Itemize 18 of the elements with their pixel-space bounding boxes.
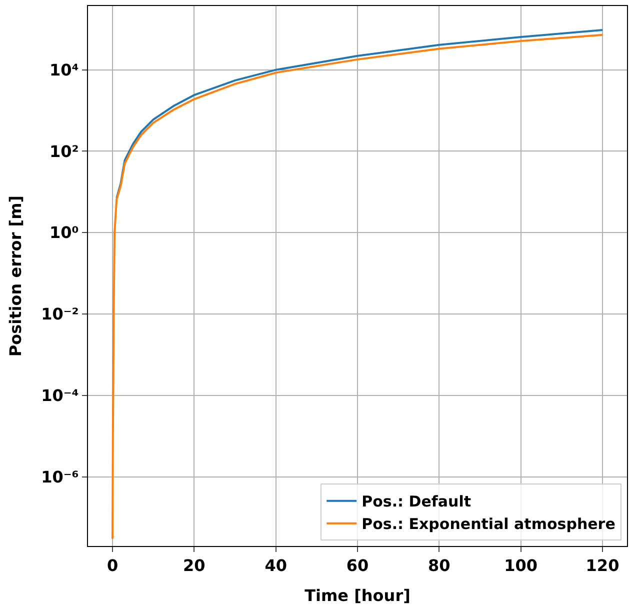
x-tick-label: 60 bbox=[346, 556, 369, 576]
y-tick-label: 10² bbox=[50, 142, 79, 161]
x-tick-label: 40 bbox=[264, 556, 287, 576]
x-tick-label: 20 bbox=[183, 556, 206, 576]
y-tick-label: 10⁻⁶ bbox=[41, 467, 79, 486]
y-tick-label: 10⁻² bbox=[41, 304, 79, 324]
x-tick-label: 120 bbox=[586, 556, 620, 576]
y-tick-label: 10⁻⁴ bbox=[41, 386, 79, 406]
x-axis-title: Time [hour] bbox=[304, 586, 410, 605]
legend-label: Pos.: Default bbox=[362, 492, 472, 511]
x-tick-label: 80 bbox=[428, 556, 450, 576]
y-tick-label: 10⁰ bbox=[50, 223, 79, 242]
x-tick-label: 0 bbox=[106, 556, 118, 576]
y-tick-label: 10⁴ bbox=[50, 60, 79, 80]
legend-label: Pos.: Exponential atmosphere bbox=[362, 515, 616, 534]
x-tick-label: 100 bbox=[504, 556, 538, 576]
line-series bbox=[116, 29, 604, 200]
y-axis-title: Position error [m] bbox=[6, 195, 25, 357]
